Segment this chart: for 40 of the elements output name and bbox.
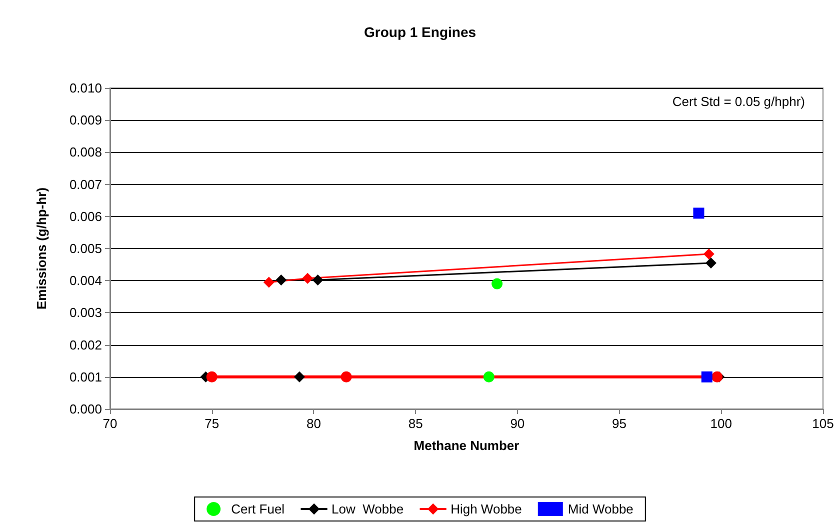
y-tick-label: 0.009 [69,112,102,128]
x-tick-label: 105 [812,416,834,431]
point [483,371,494,382]
x-tick-label: 75 [204,416,220,431]
x-tick-label: 85 [408,416,423,431]
point [263,276,274,288]
point [693,208,704,219]
y-tick-label: 0.003 [69,305,102,320]
x-axis-title: Methane Number [414,438,520,453]
y-tick-label: 0.000 [69,402,102,416]
y-tick-label: 0.002 [69,337,102,352]
x-tick-label: 80 [306,416,321,431]
legend-label: Cert Fuel [231,502,285,516]
point [276,274,287,286]
legend-label: High Wobbe [450,502,522,516]
point [705,257,716,268]
y-tick-label: 0.007 [69,176,102,192]
y-tick-label: 0.006 [69,208,102,224]
chart-title: Group 1 Engines [364,24,476,40]
y-tick-label: 0.010 [69,80,102,96]
y-tick-label: 0.005 [69,241,102,256]
point [701,371,712,382]
y-tick-label: 0.004 [69,273,102,288]
point [703,248,714,260]
annotation: Cert Std = 0.05 g/hphr) [672,94,806,109]
x-tick-label: 90 [510,416,525,431]
y-tick-label: 0.008 [69,144,102,160]
point [340,371,352,382]
point [294,371,305,382]
point [492,278,503,290]
point [312,274,324,286]
x-tick-label: 100 [710,416,732,431]
y-axis-title: Emissions (g/hp-hr) [34,187,49,310]
point [302,272,314,284]
point [206,371,218,382]
x-tick-label: 70 [102,416,118,431]
x-tick-label: 95 [612,416,627,431]
y-tick-label: 0.001 [69,369,102,384]
legend-label: Mid Wobbe [568,502,634,516]
legend-label: Low Wobbe [332,502,404,516]
